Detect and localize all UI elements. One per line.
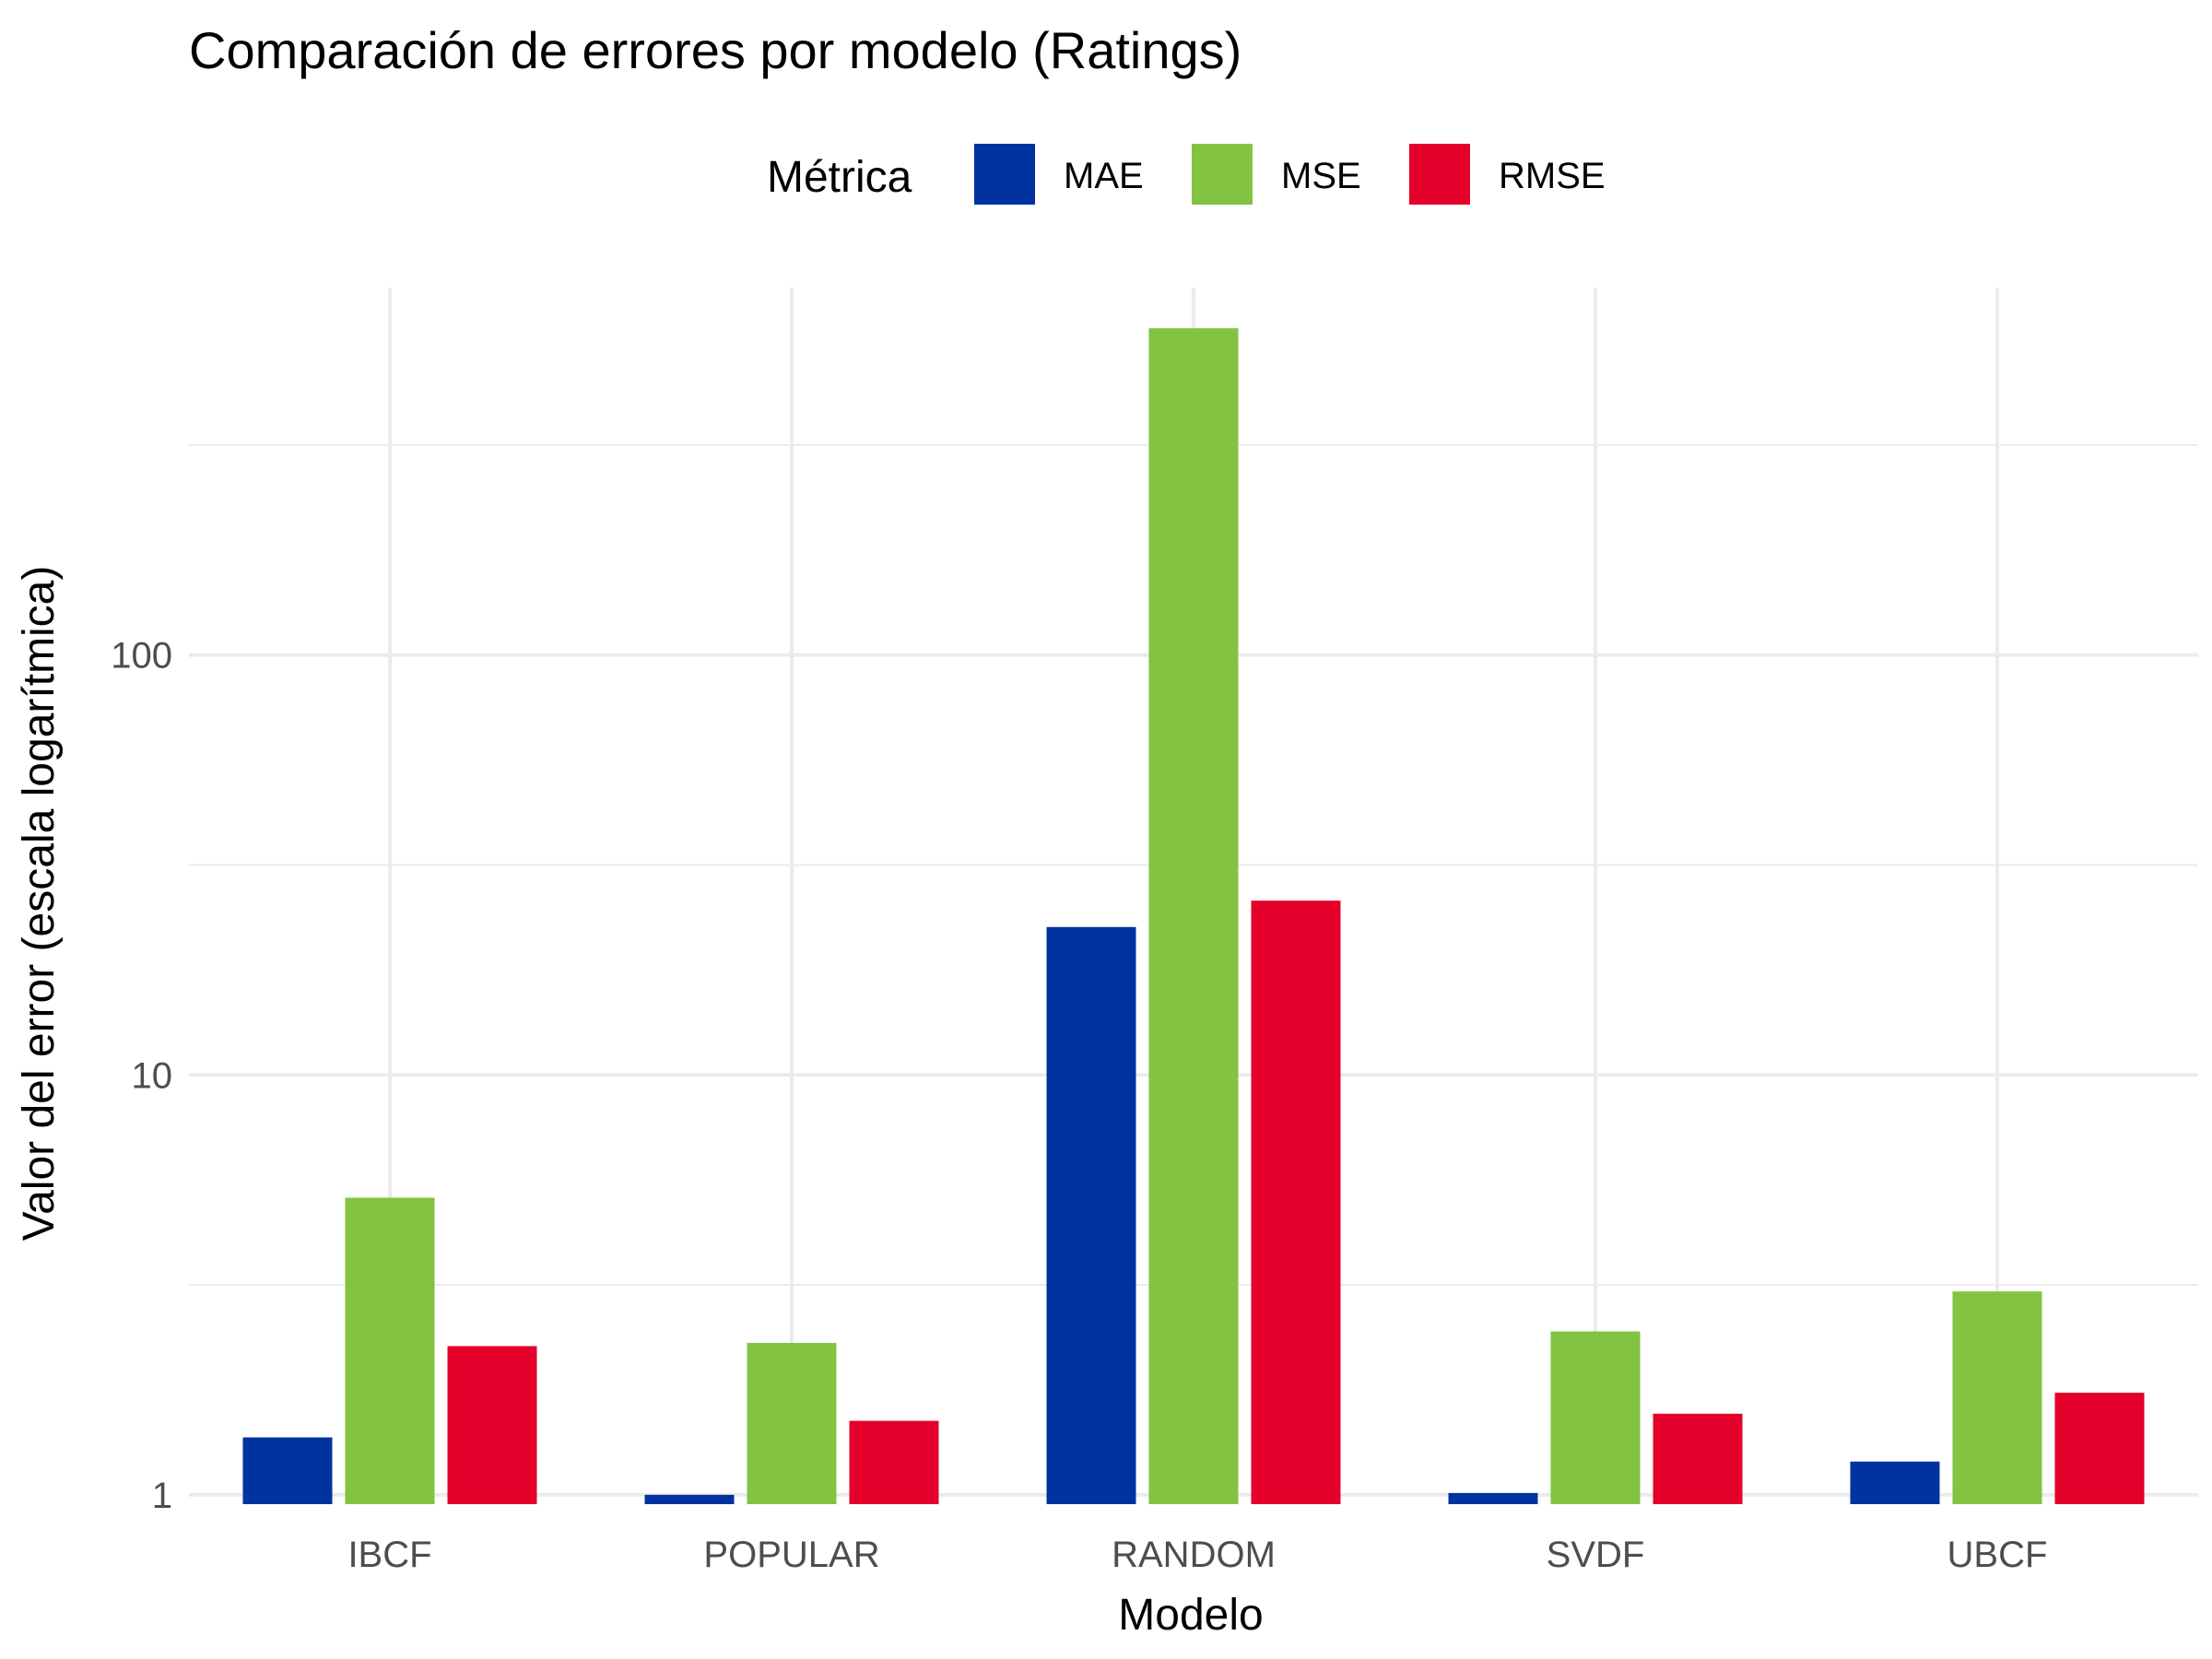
bar-svdf-mae: [1448, 1492, 1538, 1504]
x-tick-label: SVDF: [1547, 1535, 1645, 1575]
x-tick-label: UBCF: [1947, 1535, 2048, 1575]
legend-label-mae: MAE: [1064, 156, 1144, 196]
bar-svdf-mse: [1550, 1331, 1641, 1504]
bar-ubcf-rmse: [2054, 1393, 2145, 1504]
y-axis-label: Valor del error (escala logarítmica): [15, 566, 64, 1241]
x-tick-label: RANDOM: [1112, 1535, 1276, 1575]
legend-key-mse: [1192, 144, 1253, 205]
legend-label-mse: MSE: [1281, 156, 1361, 196]
chart-title: Comparación de errores por modelo (Ratin…: [189, 21, 1241, 79]
bar-ibcf-mse: [345, 1197, 435, 1504]
bar-popular-mse: [747, 1343, 837, 1504]
legend-key-mae: [974, 144, 1035, 205]
bar-random-rmse: [1251, 900, 1341, 1504]
x-tick-label: POPULAR: [703, 1535, 879, 1575]
bar-ubcf-mse: [1952, 1291, 2042, 1504]
legend: Métrica MAE MSE RMSE: [767, 144, 1606, 205]
bar-ibcf-mae: [242, 1437, 333, 1504]
y-tick-label: 100: [111, 636, 172, 677]
x-axis-label: Modelo: [1118, 1591, 1263, 1640]
bar-ubcf-mae: [1850, 1461, 1940, 1504]
y-tick-label: 10: [132, 1055, 173, 1096]
x-tick-label: IBCF: [347, 1535, 431, 1575]
bar-ibcf-rmse: [447, 1346, 537, 1504]
legend-label-rmse: RMSE: [1499, 156, 1606, 196]
bar-random-mse: [1148, 328, 1239, 1504]
x-axis-ticks: IBCF POPULAR RANDOM SVDF UBCF: [347, 1535, 2047, 1575]
bar-popular-mae: [644, 1494, 735, 1504]
bar-random-mae: [1046, 926, 1136, 1504]
y-axis-ticks: 1 10 100: [111, 636, 172, 1516]
bar-popular-rmse: [849, 1420, 939, 1504]
bars: [242, 328, 2145, 1504]
legend-key-rmse: [1409, 144, 1470, 205]
legend-title: Métrica: [767, 153, 912, 202]
bar-svdf-rmse: [1653, 1413, 1743, 1504]
y-tick-label: 1: [152, 1476, 172, 1516]
